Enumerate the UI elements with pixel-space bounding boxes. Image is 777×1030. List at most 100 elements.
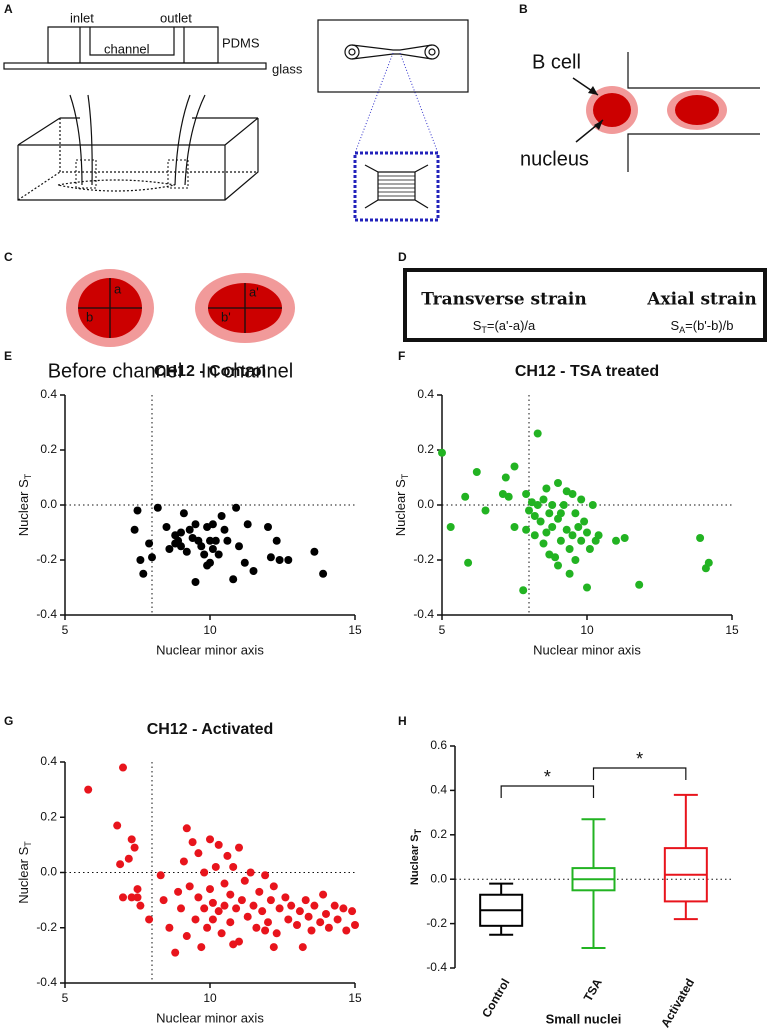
point <box>269 882 278 891</box>
point <box>275 556 284 564</box>
point <box>191 915 200 924</box>
point <box>252 923 261 932</box>
point <box>130 843 139 852</box>
point <box>696 534 705 542</box>
point <box>565 545 574 553</box>
whisker-high <box>673 793 698 849</box>
point <box>182 547 191 556</box>
point <box>179 509 188 518</box>
y-tick-label: -0.4 <box>36 607 57 621</box>
point <box>275 904 284 913</box>
point <box>159 896 168 905</box>
significance-bracket <box>500 785 595 798</box>
point <box>133 893 142 902</box>
x-tick-label: TSA <box>581 976 605 1004</box>
x-tick-label: 15 <box>348 991 362 1005</box>
point <box>620 534 629 542</box>
point <box>533 429 542 438</box>
point <box>203 923 212 932</box>
point <box>319 890 328 899</box>
point <box>322 909 330 918</box>
point <box>119 893 127 902</box>
y-axis-label-sub: T <box>400 473 410 479</box>
point <box>342 926 351 935</box>
point <box>148 553 156 562</box>
point <box>223 851 232 860</box>
point <box>545 550 554 559</box>
point <box>339 904 348 913</box>
chart-title: CH12 - Control <box>154 363 266 380</box>
point <box>179 857 188 866</box>
y-axis-label-text: Nuclear S <box>16 846 31 903</box>
point <box>237 896 246 905</box>
point <box>533 501 542 509</box>
chart-title: CH12 - Activated <box>147 721 274 738</box>
point <box>217 512 226 520</box>
label-outlet: outlet <box>160 10 192 25</box>
point <box>562 525 571 534</box>
point <box>211 862 220 871</box>
point <box>162 523 171 531</box>
point <box>182 932 191 941</box>
point <box>612 536 620 545</box>
label-inlet: inlet <box>70 10 94 25</box>
point <box>330 901 339 910</box>
point <box>191 578 200 586</box>
point <box>583 583 591 592</box>
point <box>194 893 203 902</box>
y-tick-label: -0.2 <box>426 916 447 930</box>
panel-letter: H <box>398 714 407 728</box>
point <box>214 840 223 849</box>
point <box>200 868 209 877</box>
device-side-view <box>3 26 267 70</box>
point <box>206 885 214 894</box>
point <box>539 495 548 504</box>
panel-letter: C <box>4 250 13 264</box>
y-axis-label-text: Nuclear S <box>393 479 408 536</box>
point <box>519 586 528 595</box>
point <box>153 503 162 512</box>
panel-letter: D <box>398 250 407 264</box>
point <box>145 915 154 924</box>
point <box>226 918 235 927</box>
point <box>316 918 325 927</box>
point <box>174 887 183 896</box>
y-axis-label: Nuclear ST <box>409 828 423 885</box>
point <box>556 536 565 545</box>
y-tick-label: 0.2 <box>40 809 57 823</box>
formula-symbol: S <box>473 318 482 333</box>
point <box>136 901 145 910</box>
x-tick-label: 15 <box>725 623 739 637</box>
y-tick-label: -0.2 <box>36 920 57 934</box>
significance-bracket <box>592 767 687 780</box>
x-axis-label: Nuclear minor axis <box>156 642 264 657</box>
formula-transverse: ST=(a'-a)/a <box>473 318 536 335</box>
point <box>504 492 513 501</box>
y-tick-label: -0.4 <box>426 960 447 974</box>
label-before: Before channel <box>48 360 183 382</box>
point <box>235 843 243 852</box>
point <box>191 520 200 529</box>
chart-title: CH12 - TSA treated <box>515 363 659 380</box>
significance-label: * <box>544 767 551 787</box>
point <box>127 893 136 902</box>
y-tick-label: -0.4 <box>36 975 57 989</box>
point <box>284 915 293 924</box>
point <box>472 468 481 476</box>
point <box>301 896 310 905</box>
point <box>232 503 241 512</box>
y-axis-label-text: Nuclear S <box>16 479 31 536</box>
point <box>577 495 586 504</box>
y-tick-label: 0.4 <box>40 754 57 768</box>
point <box>249 901 258 910</box>
point <box>522 525 531 534</box>
point <box>136 556 145 564</box>
formula-expr: =(b'-b)/b <box>685 318 733 333</box>
y-axis-label-sub: T <box>413 828 423 834</box>
point <box>246 868 255 877</box>
panel-letter: G <box>4 714 13 728</box>
y-tick-label: -0.4 <box>413 607 434 621</box>
point <box>310 547 319 556</box>
point <box>464 558 473 567</box>
